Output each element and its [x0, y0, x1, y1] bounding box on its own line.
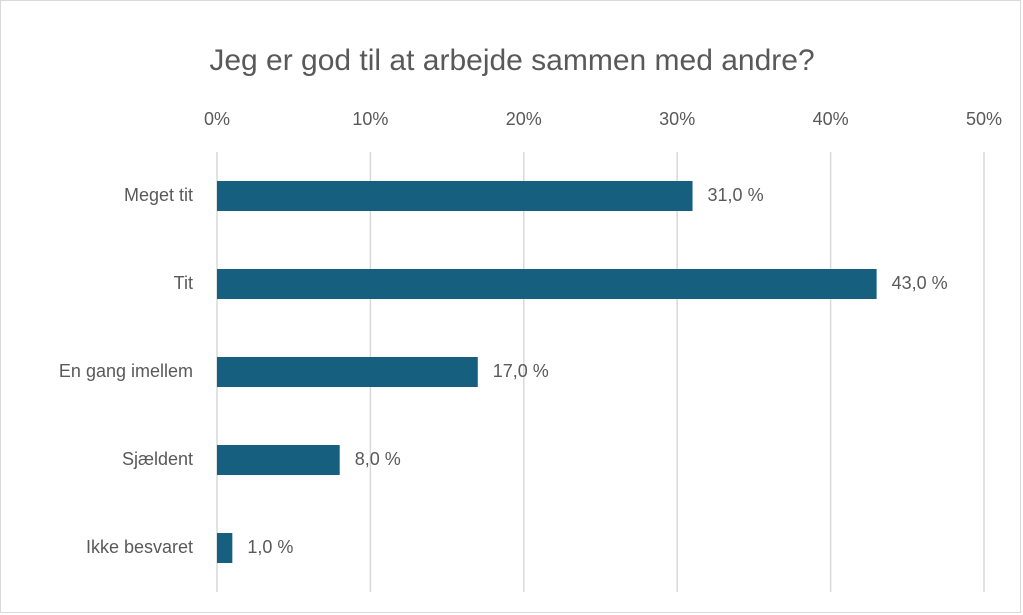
bar	[217, 533, 233, 563]
x-tick-label: 10%	[352, 109, 388, 129]
bar	[217, 445, 340, 475]
y-tick-label: Sjældent	[122, 449, 193, 469]
data-label: 31,0 %	[708, 185, 764, 205]
data-label: 1,0 %	[247, 537, 293, 557]
data-label: 43,0 %	[892, 273, 948, 293]
y-tick-label: Meget tit	[124, 185, 193, 205]
x-tick-label: 20%	[506, 109, 542, 129]
bar	[217, 181, 693, 211]
x-tick-label: 0%	[204, 109, 230, 129]
x-tick-label: 30%	[659, 109, 695, 129]
bar	[217, 357, 478, 387]
x-tick-label: 40%	[813, 109, 849, 129]
chart-title: Jeg er god til at arbejde sammen med and…	[209, 44, 814, 77]
y-tick-label: Ikke besvaret	[86, 537, 193, 557]
data-label: 17,0 %	[493, 361, 549, 381]
y-tick-label: Tit	[174, 273, 193, 293]
bar	[217, 269, 877, 299]
data-label: 8,0 %	[355, 449, 401, 469]
y-tick-label: En gang imellem	[59, 361, 193, 381]
x-tick-label: 50%	[966, 109, 1002, 129]
